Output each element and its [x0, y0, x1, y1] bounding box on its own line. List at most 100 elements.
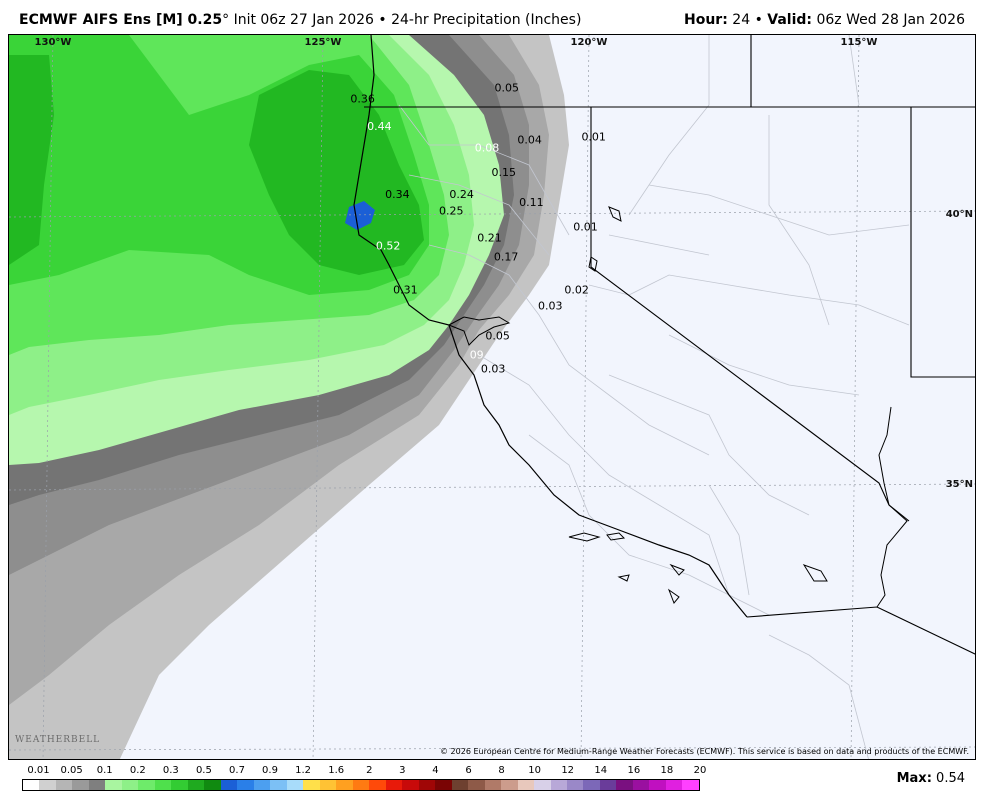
colorado-river — [876, 406, 908, 608]
lon-label: 115°W — [841, 37, 878, 48]
valid-value: 06z Wed 28 Jan 2026 — [816, 12, 965, 28]
channel-islands — [568, 532, 685, 604]
legend-swatch — [336, 780, 353, 790]
legend-colorbar — [22, 779, 700, 791]
legend-label: 0.7 — [229, 765, 245, 776]
legend-label: 18 — [660, 765, 674, 776]
legend-swatch — [649, 780, 666, 790]
legend-swatch — [583, 780, 600, 790]
map-canvas: 130°W 125°W 120°W 115°W 40°N35°N 0.360.440.… — [9, 35, 975, 759]
legend-swatch — [566, 780, 584, 790]
legend-swatch — [253, 780, 271, 790]
init-time: Init 06z 27 Jan 2026 — [233, 12, 374, 28]
max-number: 0.54 — [936, 771, 965, 786]
product-name: 24-hr Precipitation (Inches) — [391, 12, 582, 28]
legend-labels: 0.01 0.05 0.1 0.2 0.3 0.5 0.7 0.9 1.2 1.6 2 3 4 6 8 10 1… — [22, 765, 706, 777]
legend-swatch — [303, 780, 320, 790]
legend-swatch — [418, 780, 436, 790]
weatherbell-logo: WEATHERBELL — [15, 735, 101, 745]
legend-label: 20 — [693, 765, 707, 776]
legend-swatch — [237, 780, 254, 790]
legend-label: 14 — [594, 765, 608, 776]
lat-label: 40°N — [946, 209, 973, 220]
legend-swatch — [72, 780, 89, 790]
legend-label: 10 — [528, 765, 541, 776]
legend-swatch — [204, 780, 221, 790]
legend-swatch — [187, 780, 205, 790]
precip-value-label: 0.21 — [477, 232, 502, 245]
legend-swatch — [121, 780, 139, 790]
precip-0.5 — [345, 201, 375, 230]
precip-value-label: 0.03 — [538, 300, 563, 313]
legend-swatch — [352, 780, 370, 790]
hour-label: Hour — [684, 12, 723, 28]
legend-label: 0.5 — [195, 765, 212, 776]
legend-swatch — [517, 780, 535, 790]
precip-value-label: 0.34 — [385, 188, 410, 201]
precip-value-label: 09 — [470, 349, 484, 362]
precip-value-label: 0.15 — [492, 166, 517, 179]
legend-swatch — [55, 780, 73, 790]
legend-label: 6 — [465, 765, 472, 776]
model-name: ECMWF AIFS Ens [M] 0.25 — [19, 12, 223, 28]
lon-label: 120°W — [571, 37, 608, 48]
map-title: ECMWF AIFS Ens [M] 0.25° Init 06z 27 Jan… — [19, 12, 581, 28]
precip-value-label: 0.01 — [573, 221, 598, 234]
legend-label: 3 — [399, 765, 406, 776]
legend-swatch — [171, 780, 188, 790]
legend-swatch — [501, 780, 518, 790]
legend-swatch — [385, 780, 403, 790]
legend-swatch — [319, 780, 337, 790]
degree-sign: ° — [222, 12, 230, 28]
legend-swatch — [599, 780, 617, 790]
legend-swatch — [468, 780, 485, 790]
legend-swatch — [435, 780, 452, 790]
lat-label: 35°N — [946, 479, 973, 490]
salton-sea — [802, 564, 828, 582]
pyramid-lake — [608, 206, 622, 222]
legend-label: 0.1 — [96, 765, 113, 776]
legend-label: 0.9 — [262, 765, 278, 776]
legend-label: 0.05 — [60, 765, 83, 776]
precip-value-label: 0.04 — [517, 133, 542, 146]
precip-value-label: 0.44 — [367, 120, 392, 133]
color-legend: 0.01 0.05 0.1 0.2 0.3 0.5 0.7 0.9 1.2 1.6 2 3 4 6 8 10 1… — [22, 765, 706, 793]
precip-value-label: 0.08 — [475, 142, 500, 155]
legend-swatch — [88, 780, 106, 790]
legend-swatch — [270, 780, 287, 790]
precip-value-label: 0.05 — [485, 330, 510, 343]
bay-outline — [447, 316, 511, 346]
legend-swatch — [23, 780, 40, 790]
legend-swatch — [451, 780, 469, 790]
longitude-labels: 130°W 125°W 120°W 115°W — [35, 37, 878, 48]
legend-swatch — [138, 780, 155, 790]
max-label: Max — [896, 771, 927, 786]
legend-swatch — [154, 780, 172, 790]
legend-label: 12 — [561, 765, 575, 776]
max-value: Max: 0.54 — [896, 771, 965, 786]
legend-label: 0.3 — [162, 765, 179, 776]
legend-swatch — [105, 780, 122, 790]
precipitation-map: 130°W 125°W 120°W 115°W 40°N 35°N 0.36 0.44 0.… — [8, 34, 976, 760]
coastline — [353, 35, 748, 618]
legend-swatch — [402, 780, 419, 790]
precip-value-label: 0.52 — [376, 240, 401, 253]
precip-0.4 — [249, 70, 424, 275]
legend-label: 4 — [432, 765, 439, 776]
lon-label: 130°W — [35, 37, 72, 48]
precip-value-label: 0.05 — [495, 82, 520, 95]
legend-label: 1.6 — [328, 765, 345, 776]
legend-swatch — [369, 780, 386, 790]
precip-value-label: 0.11 — [519, 196, 544, 209]
county-lines — [398, 35, 910, 759]
precip-value-label: 0.17 — [494, 251, 519, 264]
valid-label: Valid — [767, 12, 807, 28]
valid-time-header: Hour: 24 • Valid: 06z Wed 28 Jan 2026 — [684, 12, 965, 28]
legend-swatch — [665, 780, 683, 790]
latitude-labels: 40°N 35°N — [946, 209, 973, 490]
precip-0.4-west — [9, 55, 54, 265]
precip-value-labels: 0.36 0.44 0.05 0.04 0.08 0.01 0.15 0.34 0.24 0.25… — [350, 82, 606, 376]
legend-swatch — [220, 780, 238, 790]
graticule — [9, 35, 975, 759]
legend-swatch — [632, 780, 650, 790]
